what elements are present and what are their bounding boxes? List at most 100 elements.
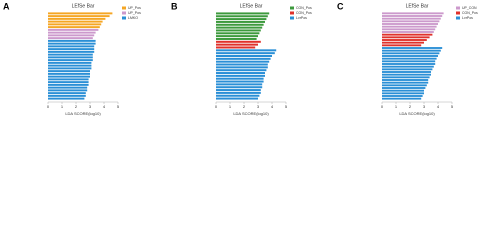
bar: [382, 49, 441, 52]
bar: [216, 97, 258, 100]
x-tick-label: 3: [89, 104, 92, 109]
bar: [382, 71, 431, 73]
x-axis-label: LDA SCORE(log10): [399, 111, 435, 116]
bar: [216, 83, 263, 86]
chart-title: LEfSe Bar: [406, 3, 429, 9]
x-tick-label: 5: [117, 104, 120, 109]
bar: [216, 80, 264, 83]
bar: [216, 29, 261, 32]
bar: [48, 89, 88, 92]
bar: [216, 72, 265, 75]
bar: [48, 78, 89, 81]
x-tick-label: 4: [271, 104, 274, 109]
bar: [48, 59, 93, 62]
bar: [382, 87, 426, 89]
legend-label: LvrPos: [462, 16, 473, 20]
bar: [216, 12, 270, 15]
x-tick-label: 0: [215, 104, 218, 109]
legend-label: LvrPos: [296, 16, 307, 20]
bar: [48, 26, 100, 29]
bar: [216, 60, 270, 63]
legend-swatch: [456, 11, 460, 15]
bar: [382, 73, 431, 76]
bar: [382, 68, 433, 71]
bar: [382, 39, 427, 41]
bar: [216, 20, 265, 23]
legend-label: CON_Pos: [462, 11, 478, 15]
legend-label: CON_Pos: [296, 6, 312, 10]
legend-label: LMKO: [128, 16, 138, 20]
x-tick-label: 4: [437, 104, 440, 109]
bar: [382, 84, 427, 87]
bar: [382, 23, 438, 25]
x-tick-label: 2: [75, 104, 78, 109]
bar: [216, 18, 267, 21]
x-tick-label: 1: [61, 104, 64, 109]
bar: [382, 44, 422, 47]
bar: [48, 12, 113, 15]
bar: [48, 48, 95, 51]
bar: [48, 17, 106, 20]
chart-title: LEfSe Bar: [72, 3, 95, 9]
bar: [216, 77, 264, 80]
x-tick-label: 2: [409, 104, 412, 109]
bar: [216, 40, 261, 43]
legend-swatch: [290, 11, 294, 15]
bar: [382, 31, 434, 33]
bar: [48, 64, 92, 67]
legend-label: UP_Pos: [128, 11, 141, 15]
x-tick-label: 1: [395, 104, 398, 109]
bar: [48, 37, 93, 40]
bar: [48, 94, 86, 97]
bar: [48, 72, 90, 75]
bar: [382, 33, 433, 36]
panel-label: B: [171, 1, 178, 11]
bar: [216, 15, 268, 18]
legend-swatch: [122, 6, 126, 10]
bar: [48, 34, 95, 37]
bar: [216, 52, 275, 55]
bar: [382, 20, 440, 23]
bar: [382, 25, 437, 28]
bar: [216, 63, 268, 66]
bar: [382, 81, 429, 84]
legend-swatch: [290, 16, 294, 20]
bar: [48, 70, 90, 73]
bar: [382, 17, 441, 20]
bar: [216, 74, 265, 77]
bar: [216, 57, 271, 60]
legend-label: UP_Pos: [128, 6, 141, 10]
bar: [48, 31, 96, 34]
legend-label: CON_Pos: [296, 11, 312, 15]
x-tick-label: 4: [103, 104, 106, 109]
bar: [48, 28, 99, 31]
bar: [216, 35, 258, 38]
bar: [48, 97, 85, 100]
x-tick-label: 5: [451, 104, 454, 109]
legend-swatch: [122, 11, 126, 15]
bar: [382, 28, 436, 31]
chart-title: LEfSe Bar: [240, 3, 263, 9]
bar: [216, 89, 261, 92]
bar: [382, 63, 436, 65]
bar: [216, 94, 260, 97]
x-tick-label: 5: [285, 104, 288, 109]
bar: [382, 60, 436, 63]
bar: [382, 41, 424, 44]
bar: [216, 69, 267, 72]
bar: [48, 23, 102, 26]
panel-label: C: [337, 1, 344, 11]
x-tick-label: 1: [229, 104, 232, 109]
bar: [216, 32, 260, 35]
x-axis-label: LDA SCORE(log10): [65, 111, 101, 116]
bar: [382, 79, 429, 81]
panel-label: A: [3, 1, 10, 11]
bar: [382, 47, 443, 49]
bar: [382, 55, 438, 57]
x-axis-label: LDA SCORE(log10): [233, 111, 269, 116]
bar: [216, 26, 263, 29]
bar: [48, 15, 110, 18]
legend-swatch: [290, 6, 294, 10]
bar: [382, 57, 437, 60]
